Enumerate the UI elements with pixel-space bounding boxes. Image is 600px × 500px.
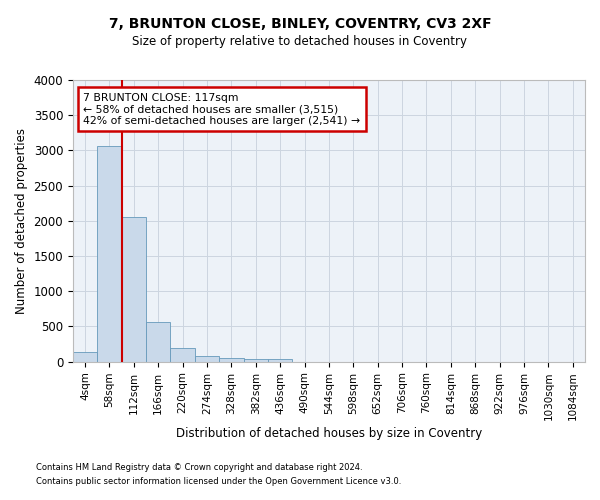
Bar (146, 322, 170, 362)
Bar (170, 348, 195, 362)
Text: Contains HM Land Registry data © Crown copyright and database right 2024.: Contains HM Land Registry data © Crown c… (36, 464, 362, 472)
Bar (268, 358, 292, 362)
Text: Contains public sector information licensed under the Open Government Licence v3: Contains public sector information licen… (36, 477, 401, 486)
Y-axis label: Number of detached properties: Number of detached properties (15, 128, 28, 314)
Bar (244, 358, 268, 362)
Bar (73, 352, 97, 362)
Text: 7, BRUNTON CLOSE, BINLEY, COVENTRY, CV3 2XF: 7, BRUNTON CLOSE, BINLEY, COVENTRY, CV3 … (109, 18, 491, 32)
Bar (195, 356, 219, 362)
Text: Size of property relative to detached houses in Coventry: Size of property relative to detached ho… (133, 35, 467, 48)
Bar (122, 216, 146, 362)
Bar (219, 358, 244, 362)
Text: 7 BRUNTON CLOSE: 117sqm
← 58% of detached houses are smaller (3,515)
42% of semi: 7 BRUNTON CLOSE: 117sqm ← 58% of detache… (83, 92, 360, 126)
Bar (97, 146, 122, 362)
X-axis label: Distribution of detached houses by size in Coventry: Distribution of detached houses by size … (176, 427, 482, 440)
